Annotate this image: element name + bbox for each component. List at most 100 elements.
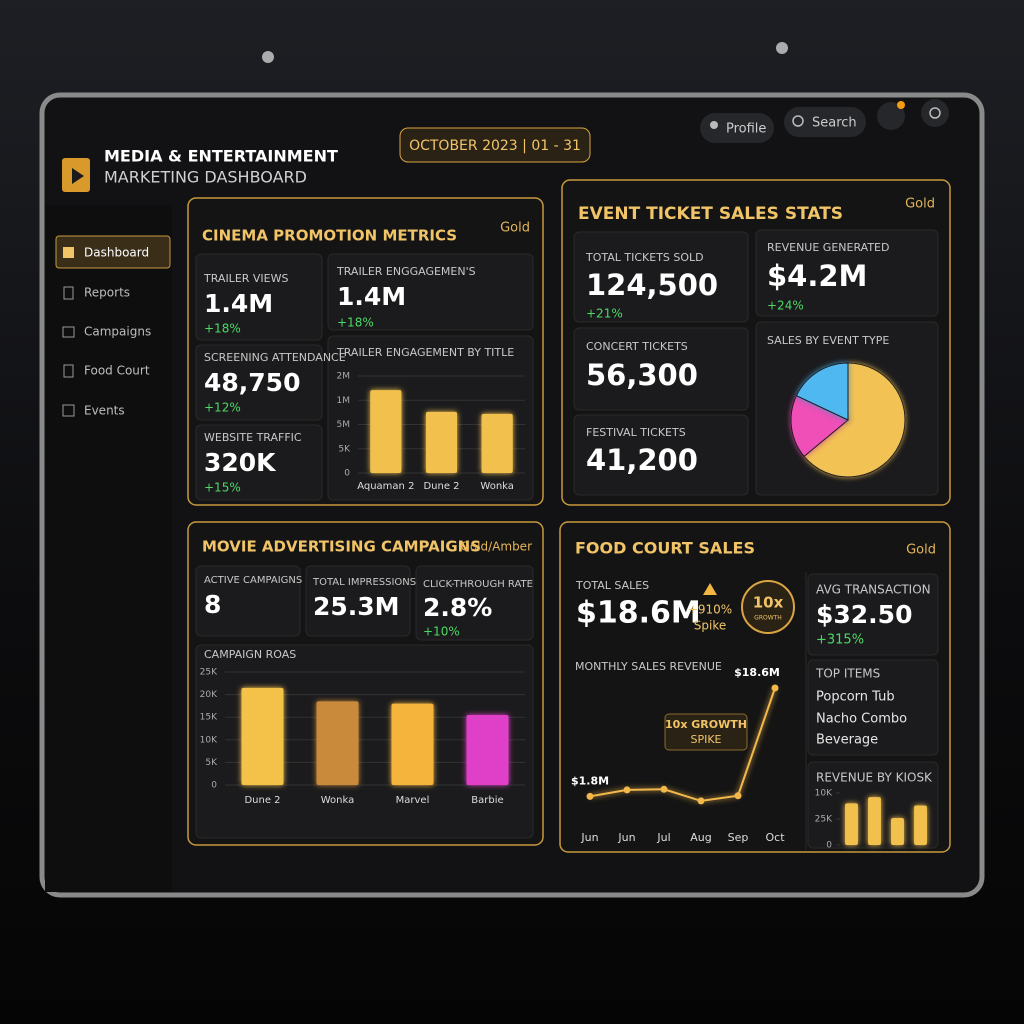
panel-tag: Gold: [905, 197, 935, 212]
metric-change: +15%: [204, 481, 241, 495]
card: [755, 229, 939, 317]
x-tick-label: Barbie: [471, 795, 503, 806]
x-tick-label: Dune 2: [244, 795, 280, 806]
nav-item[interactable]: Reports: [84, 286, 130, 300]
metric-change: +18%: [337, 316, 374, 330]
panel-tag: Gold: [906, 543, 936, 558]
profile-label[interactable]: Profile: [726, 122, 766, 137]
metric-label: SCREENING ATTENDANCE: [204, 351, 346, 364]
search-label[interactable]: Search: [812, 116, 857, 131]
list-item: Popcorn Tub: [816, 690, 895, 705]
notification-dot: [897, 101, 905, 109]
metric-value: 2.8%: [423, 593, 492, 622]
badge-big: 10x: [753, 594, 784, 612]
nav-item[interactable]: Campaigns: [84, 325, 151, 339]
point: [697, 797, 705, 805]
metric-value: 8: [204, 590, 221, 619]
annotation-box: [664, 713, 748, 751]
panel-title: MOVIE ADVERTISING CAMPAIGNS: [202, 538, 481, 556]
card: [305, 565, 411, 637]
profile-icon: [710, 121, 718, 129]
metric-value: $18.6M: [576, 596, 701, 631]
card: [195, 565, 301, 637]
bar: [481, 413, 513, 473]
card: [195, 424, 323, 501]
metric-value: 48,750: [204, 368, 300, 397]
x-tick-label: Wonka: [321, 795, 355, 806]
card: [573, 414, 749, 496]
card: [573, 231, 749, 323]
metric-label: CLICK-THROUGH RATE: [423, 579, 533, 590]
bar: [391, 703, 434, 785]
settings-button[interactable]: [921, 99, 949, 127]
sidebar: [45, 205, 172, 892]
ceiling-light: [776, 42, 788, 54]
value-label: $18.6M: [734, 666, 780, 679]
metric-label: FESTIVAL TICKETS: [586, 426, 686, 439]
search-button[interactable]: [784, 107, 866, 137]
growth-badge: [741, 580, 795, 634]
y-tick-label: 1M: [337, 396, 351, 406]
chart-title: SALES BY EVENT TYPE: [767, 334, 889, 347]
date-range[interactable]: OCTOBER 2023 | 01 - 31: [409, 138, 581, 154]
y-tick-label: 0: [344, 469, 350, 479]
metric-label: WEBSITE TRAFFIC: [204, 431, 302, 444]
line: [589, 687, 776, 802]
card: [195, 344, 323, 421]
y-tick-label: 10K: [815, 789, 833, 799]
x-tick-label: Oct: [765, 831, 785, 844]
pie-slice: [803, 362, 906, 478]
point: [734, 792, 742, 800]
x-tick-label: Wonka: [480, 481, 514, 492]
spike-change: +910%: [688, 603, 732, 617]
y-tick-label: 20K: [200, 690, 218, 700]
x-tick-label: Sep: [728, 831, 749, 844]
x-tick-label: Jun: [617, 831, 635, 844]
metric-value: 41,200: [586, 443, 698, 477]
x-tick-label: Jul: [656, 831, 670, 844]
metric-value: 124,500: [586, 268, 718, 302]
up-arrow: [703, 583, 717, 595]
annotation: 10x GROWTH: [665, 718, 747, 731]
metric-value: 320K: [204, 448, 277, 477]
bar: [316, 701, 359, 785]
profile-button[interactable]: [700, 113, 774, 143]
list-title: TOP ITEMS: [815, 667, 880, 681]
metric-label: TOTAL TICKETS SOLD: [585, 251, 704, 264]
app-subtitle: MARKETING DASHBOARD: [104, 168, 307, 187]
nav-active[interactable]: [55, 235, 171, 269]
nav-item[interactable]: Events: [84, 404, 125, 418]
annotation: SPIKE: [690, 733, 721, 746]
nav-item[interactable]: Food Court: [84, 364, 150, 378]
y-tick-label: 25K: [200, 668, 218, 678]
panel-title: CINEMA PROMOTION METRICS: [202, 227, 457, 245]
bar: [466, 714, 509, 785]
bar: [241, 687, 284, 785]
notifications-button[interactable]: [877, 102, 905, 130]
nav-icon: [62, 404, 75, 417]
app-title: MEDIA & ENTERTAINMENT: [104, 147, 338, 166]
point: [623, 786, 631, 794]
chart-title: MONTHLY SALES REVENUE: [575, 660, 722, 673]
ceiling-light: [262, 51, 274, 63]
y-tick-label: 5M: [337, 420, 351, 430]
panel-title: FOOD COURT SALES: [575, 539, 755, 558]
metric-label: CONCERT TICKETS: [586, 340, 688, 353]
metric-label: AVG TRANSACTION: [816, 583, 931, 597]
nav-icon: [63, 286, 74, 300]
metric-value: $32.50: [816, 600, 912, 629]
point: [586, 792, 594, 800]
nav-item[interactable]: Dashboard: [84, 246, 149, 260]
bar: [425, 411, 458, 473]
date-pill[interactable]: [399, 127, 591, 163]
bar: [914, 805, 927, 845]
metric-label: REVENUE GENERATED: [767, 241, 889, 254]
x-tick-label: Aquaman 2: [357, 481, 414, 492]
x-tick-label: Dune 2: [423, 481, 459, 492]
x-tick-label: Jun: [580, 831, 598, 844]
metric-value: 1.4M: [204, 289, 273, 318]
bar: [868, 797, 881, 845]
list-item: Beverage: [816, 733, 878, 748]
point: [771, 684, 779, 692]
